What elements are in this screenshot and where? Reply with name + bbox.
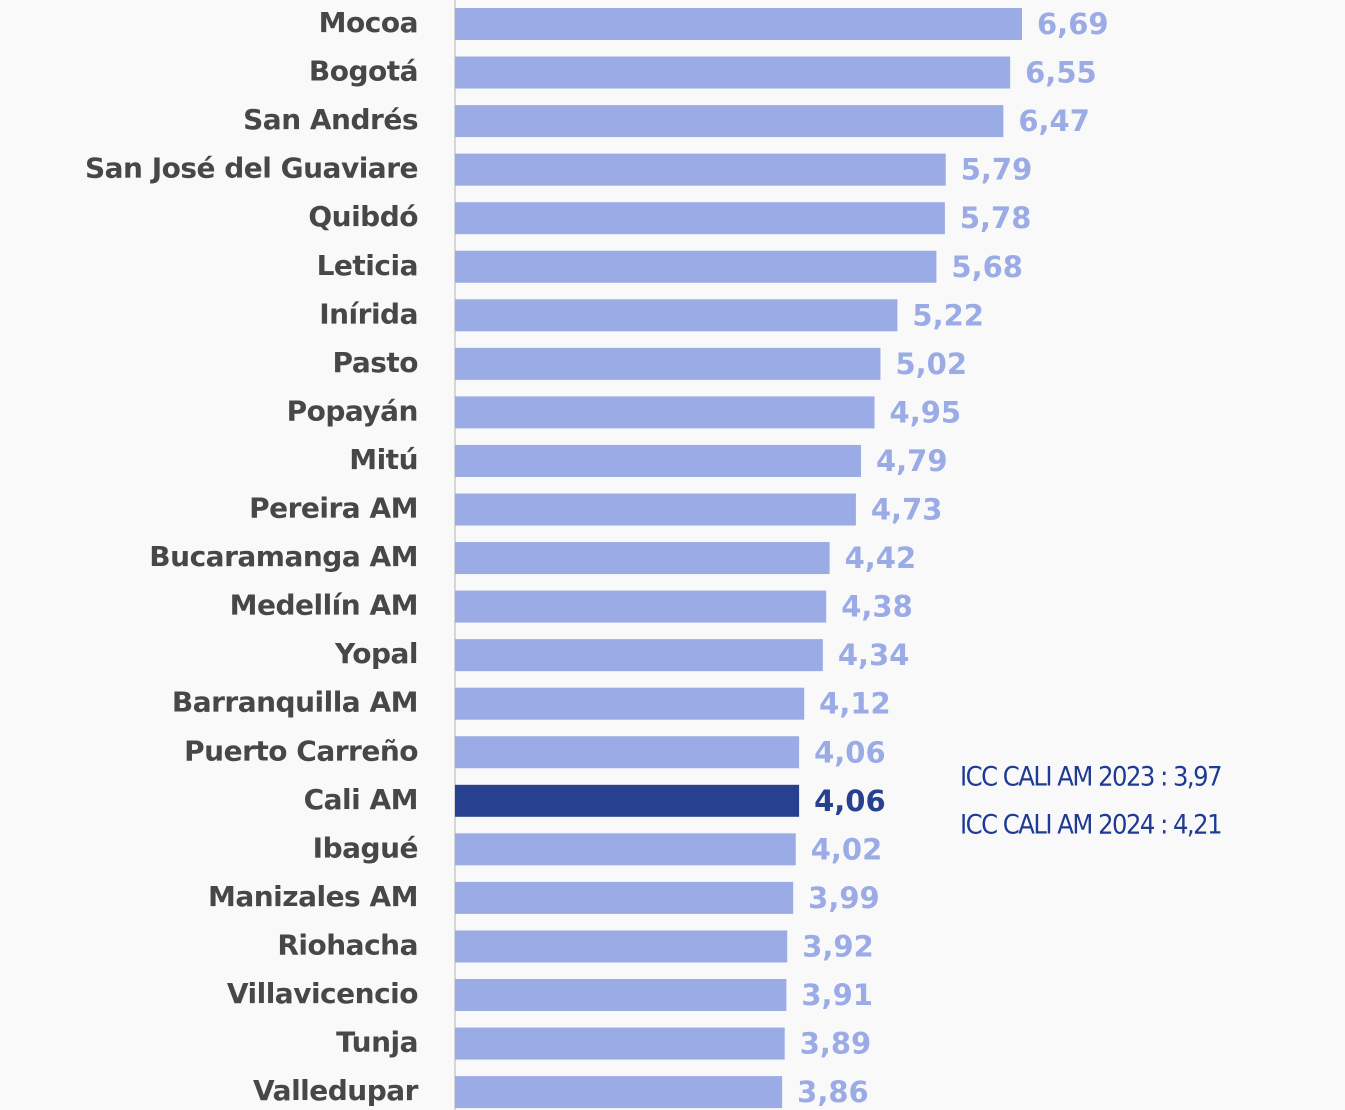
value-label: 4,12: [819, 687, 891, 721]
bar: [455, 202, 945, 235]
category-label: Bucaramanga AM: [149, 540, 418, 573]
category-label: Yopal: [334, 637, 418, 670]
value-label: 3,91: [801, 978, 873, 1012]
value-label: 4,02: [811, 832, 883, 866]
category-label: Bogotá: [309, 55, 418, 88]
bar: [455, 881, 794, 914]
bar: [455, 299, 898, 332]
value-label: 4,95: [890, 395, 962, 429]
category-label: Valledupar: [253, 1074, 419, 1107]
value-label: 4,38: [841, 590, 913, 624]
category-label: San Andrés: [243, 103, 418, 136]
value-label: 3,89: [800, 1027, 872, 1061]
bar: [455, 1076, 783, 1109]
bar: [455, 930, 788, 963]
bar: [455, 396, 875, 429]
value-label: 5,02: [895, 347, 967, 381]
annotation: ICC CALI AM 2024 : 4,21: [960, 810, 1221, 841]
bar: [455, 347, 881, 380]
category-label: Riohacha: [277, 928, 418, 961]
value-label: 5,22: [912, 298, 984, 332]
bar: [455, 687, 805, 720]
category-label: Ibagué: [313, 831, 418, 864]
category-label: Medellín AM: [230, 589, 418, 622]
category-label: Puerto Carreño: [184, 734, 418, 767]
bar: [455, 56, 1011, 89]
category-label: Mocoa: [319, 6, 418, 39]
category-label: Manizales AM: [208, 880, 418, 913]
bar: [455, 784, 800, 817]
value-label: 4,73: [871, 493, 943, 527]
category-label: Quibdó: [308, 200, 418, 233]
bar: [455, 493, 856, 526]
value-label: 4,79: [876, 444, 948, 478]
bar: [455, 250, 937, 283]
category-label: Mitú: [349, 443, 418, 476]
value-label: 6,47: [1018, 104, 1090, 138]
category-label: Pasto: [333, 346, 419, 379]
value-label: 3,86: [797, 1075, 869, 1109]
value-label: 5,68: [951, 250, 1023, 284]
category-label: San José del Guaviare: [85, 152, 418, 185]
value-label: 3,99: [808, 881, 880, 915]
bar: [455, 444, 861, 477]
value-label: 4,34: [838, 638, 910, 672]
bar: [455, 833, 796, 866]
category-label: Cali AM: [304, 783, 418, 816]
bar: [455, 105, 1004, 138]
category-label: Inírida: [319, 297, 418, 330]
value-label: 5,78: [960, 201, 1032, 235]
value-label: 4,06: [814, 784, 886, 818]
category-label: Leticia: [317, 249, 418, 282]
category-label: Pereira AM: [249, 492, 418, 525]
value-label: 5,79: [961, 153, 1033, 187]
value-label: 6,69: [1037, 7, 1109, 41]
category-label: Popayán: [287, 394, 418, 427]
annotation: ICC CALI AM 2023 : 3,97: [960, 762, 1221, 793]
bar: [455, 590, 827, 623]
bar: [455, 1027, 785, 1060]
value-label: 6,55: [1025, 56, 1097, 90]
bar: [455, 153, 946, 186]
value-label: 3,92: [802, 929, 874, 963]
bar: [455, 8, 1022, 40]
bar: [455, 542, 830, 575]
value-label: 4,42: [845, 541, 917, 575]
bar: [455, 979, 787, 1011]
bar: [455, 736, 800, 769]
bar: [455, 639, 823, 672]
category-label: Tunja: [336, 1026, 418, 1059]
category-label: Barranquilla AM: [172, 686, 418, 719]
value-label: 4,06: [814, 735, 886, 769]
category-label: Villavicencio: [227, 977, 418, 1010]
